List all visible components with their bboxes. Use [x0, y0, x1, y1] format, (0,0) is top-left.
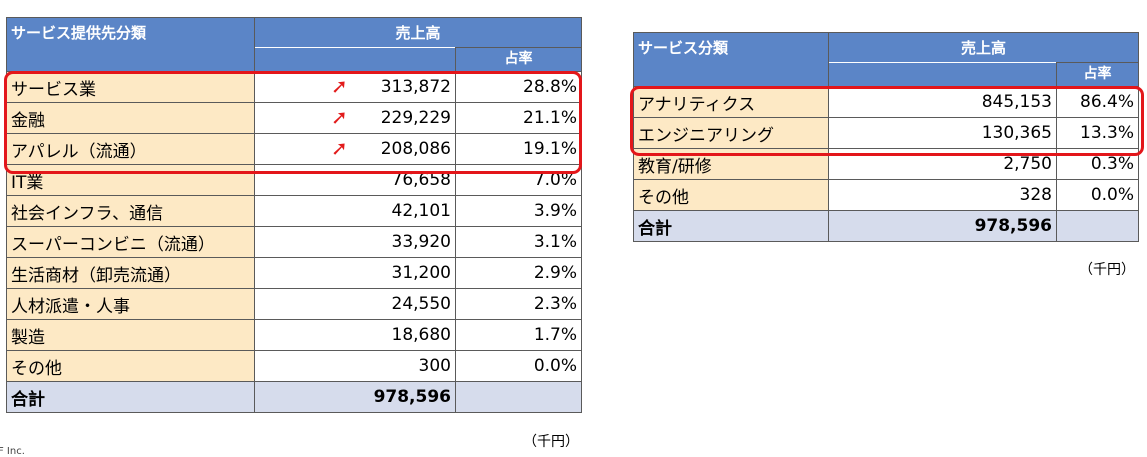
row-sales: 24,550 [254, 288, 456, 320]
total-label: 合計 [6, 381, 255, 413]
total-row: 合計 978,596 [6, 381, 583, 413]
row-share: 19.1% [454, 133, 583, 165]
footer-text: F Inc. [0, 446, 25, 457]
row-label: その他 [6, 350, 255, 382]
table-row: アナリティクス 845,153 86.4% [633, 86, 1140, 118]
row-sales: 31,200 [254, 257, 456, 289]
row-share: 2.3% [454, 288, 583, 320]
table-row: アパレル（流通） ➚ 208,086 19.1% [6, 133, 583, 165]
row-label: 製造 [6, 319, 255, 351]
row-share: 21.1% [454, 102, 583, 134]
up-right-arrow-icon: ➚ [331, 74, 348, 98]
row-sales: 845,153 [828, 86, 1057, 118]
row-label: スーパーコンビニ（流通） [6, 226, 255, 258]
row-share: 7.0% [454, 164, 583, 196]
header-share: 占率 [454, 47, 583, 72]
header-category: サービス分類 [633, 32, 829, 87]
table-row: 人材派遣・人事 24,550 2.3% [6, 288, 583, 320]
up-right-arrow-icon: ➚ [331, 136, 348, 160]
row-label: 金融 [6, 102, 255, 134]
row-label: エンジニアリング [633, 117, 829, 149]
up-right-arrow-icon: ➚ [331, 105, 348, 129]
row-share: 0.3% [1055, 148, 1140, 180]
row-label: サービス業 [6, 71, 255, 103]
table-row: 製造 18,680 1.7% [6, 319, 583, 351]
row-sales: 42,101 [254, 195, 456, 227]
row-label: その他 [633, 179, 829, 211]
row-sales: 313,872 [380, 77, 451, 97]
table-row: その他 300 0.0% [6, 350, 583, 382]
header-share: 占率 [1055, 62, 1140, 87]
row-label: 社会インフラ、通信 [6, 195, 255, 227]
row-label: アパレル（流通） [6, 133, 255, 165]
service-category-sales-table: サービス分類 売上高 占率 アナリティクス 845,153 86.4% エンジニ… [633, 32, 1140, 242]
table-row: 生活商材（卸売流通） 31,200 2.9% [6, 257, 583, 289]
row-sales: 208,086 [380, 139, 451, 159]
header-sales: 売上高 [253, 17, 583, 48]
row-sales: 2,750 [828, 148, 1057, 180]
row-sales: 300 [254, 350, 456, 382]
total-row: 合計 978,596 [633, 210, 1140, 242]
table-row: IT業 76,658 7.0% [6, 164, 583, 196]
unit-label: （千円） [523, 434, 579, 450]
table-row: 社会インフラ、通信 42,101 3.9% [6, 195, 583, 227]
row-share: 3.1% [454, 226, 583, 258]
total-sales: 978,596 [254, 381, 456, 413]
row-share: 28.8% [454, 71, 583, 103]
row-label: IT業 [6, 164, 255, 196]
row-share: 86.4% [1055, 86, 1140, 118]
row-label: 教育/研修 [633, 148, 829, 180]
row-sales: 18,680 [254, 319, 456, 351]
header-category: サービス提供先分類 [6, 17, 255, 72]
row-sales: 229,229 [380, 108, 451, 128]
table-row: その他 328 0.0% [633, 179, 1140, 211]
table-row: 教育/研修 2,750 0.3% [633, 148, 1140, 180]
row-share: 2.9% [454, 257, 583, 289]
table-row: サービス業 ➚ 313,872 28.8% [6, 71, 583, 103]
header-sales: 売上高 [827, 32, 1140, 63]
row-share: 1.7% [454, 319, 583, 351]
row-share: 0.0% [1055, 179, 1140, 211]
table-row: エンジニアリング 130,365 13.3% [633, 117, 1140, 149]
row-label: 人材派遣・人事 [6, 288, 255, 320]
unit-label: （千円） [1079, 262, 1135, 278]
row-sales: 130,365 [828, 117, 1057, 149]
row-share: 13.3% [1055, 117, 1140, 149]
row-share: 3.9% [454, 195, 583, 227]
service-client-sales-table: サービス提供先分類 売上高 占率 サービス業 ➚ 313,872 28.8% 金融… [6, 17, 583, 413]
row-label: アナリティクス [633, 86, 829, 118]
row-label: 生活商材（卸売流通） [6, 257, 255, 289]
total-sales: 978,596 [828, 210, 1057, 242]
table-row: スーパーコンビニ（流通） 33,920 3.1% [6, 226, 583, 258]
row-sales: 328 [828, 179, 1057, 211]
row-sales: 33,920 [254, 226, 456, 258]
row-sales: 76,658 [254, 164, 456, 196]
row-share: 0.0% [454, 350, 583, 382]
table-row: 金融 ➚ 229,229 21.1% [6, 102, 583, 134]
total-label: 合計 [633, 210, 829, 242]
